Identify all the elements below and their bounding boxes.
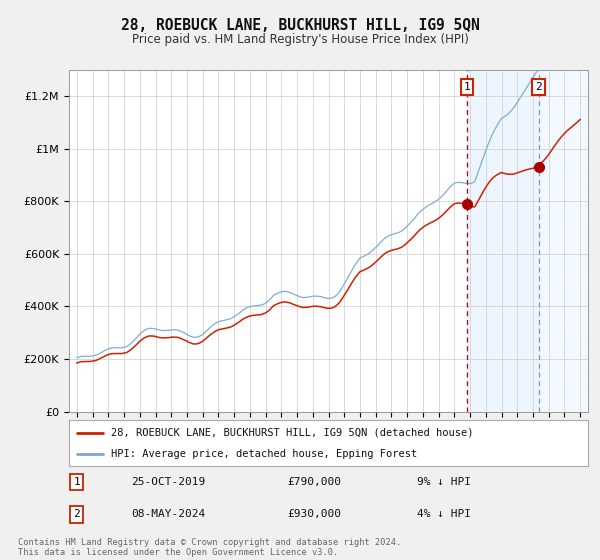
Text: Contains HM Land Registry data © Crown copyright and database right 2024.
This d: Contains HM Land Registry data © Crown c…: [18, 538, 401, 557]
Text: 1: 1: [73, 477, 80, 487]
Text: £930,000: £930,000: [287, 510, 341, 520]
Text: 25-OCT-2019: 25-OCT-2019: [131, 477, 206, 487]
Text: 28, ROEBUCK LANE, BUCKHURST HILL, IG9 5QN: 28, ROEBUCK LANE, BUCKHURST HILL, IG9 5Q…: [121, 18, 479, 32]
Text: £790,000: £790,000: [287, 477, 341, 487]
Text: 1: 1: [464, 82, 470, 92]
Bar: [467, 70, 539, 412]
Text: 08-MAY-2024: 08-MAY-2024: [131, 510, 206, 520]
Text: 2: 2: [535, 82, 542, 92]
Text: HPI: Average price, detached house, Epping Forest: HPI: Average price, detached house, Eppi…: [110, 450, 417, 459]
Text: 28, ROEBUCK LANE, BUCKHURST HILL, IG9 5QN (detached house): 28, ROEBUCK LANE, BUCKHURST HILL, IG9 5Q…: [110, 428, 473, 438]
Text: 2: 2: [73, 510, 80, 520]
Text: Price paid vs. HM Land Registry's House Price Index (HPI): Price paid vs. HM Land Registry's House …: [131, 32, 469, 46]
Text: 4% ↓ HPI: 4% ↓ HPI: [417, 510, 471, 520]
Text: 9% ↓ HPI: 9% ↓ HPI: [417, 477, 471, 487]
Bar: [539, 70, 588, 412]
